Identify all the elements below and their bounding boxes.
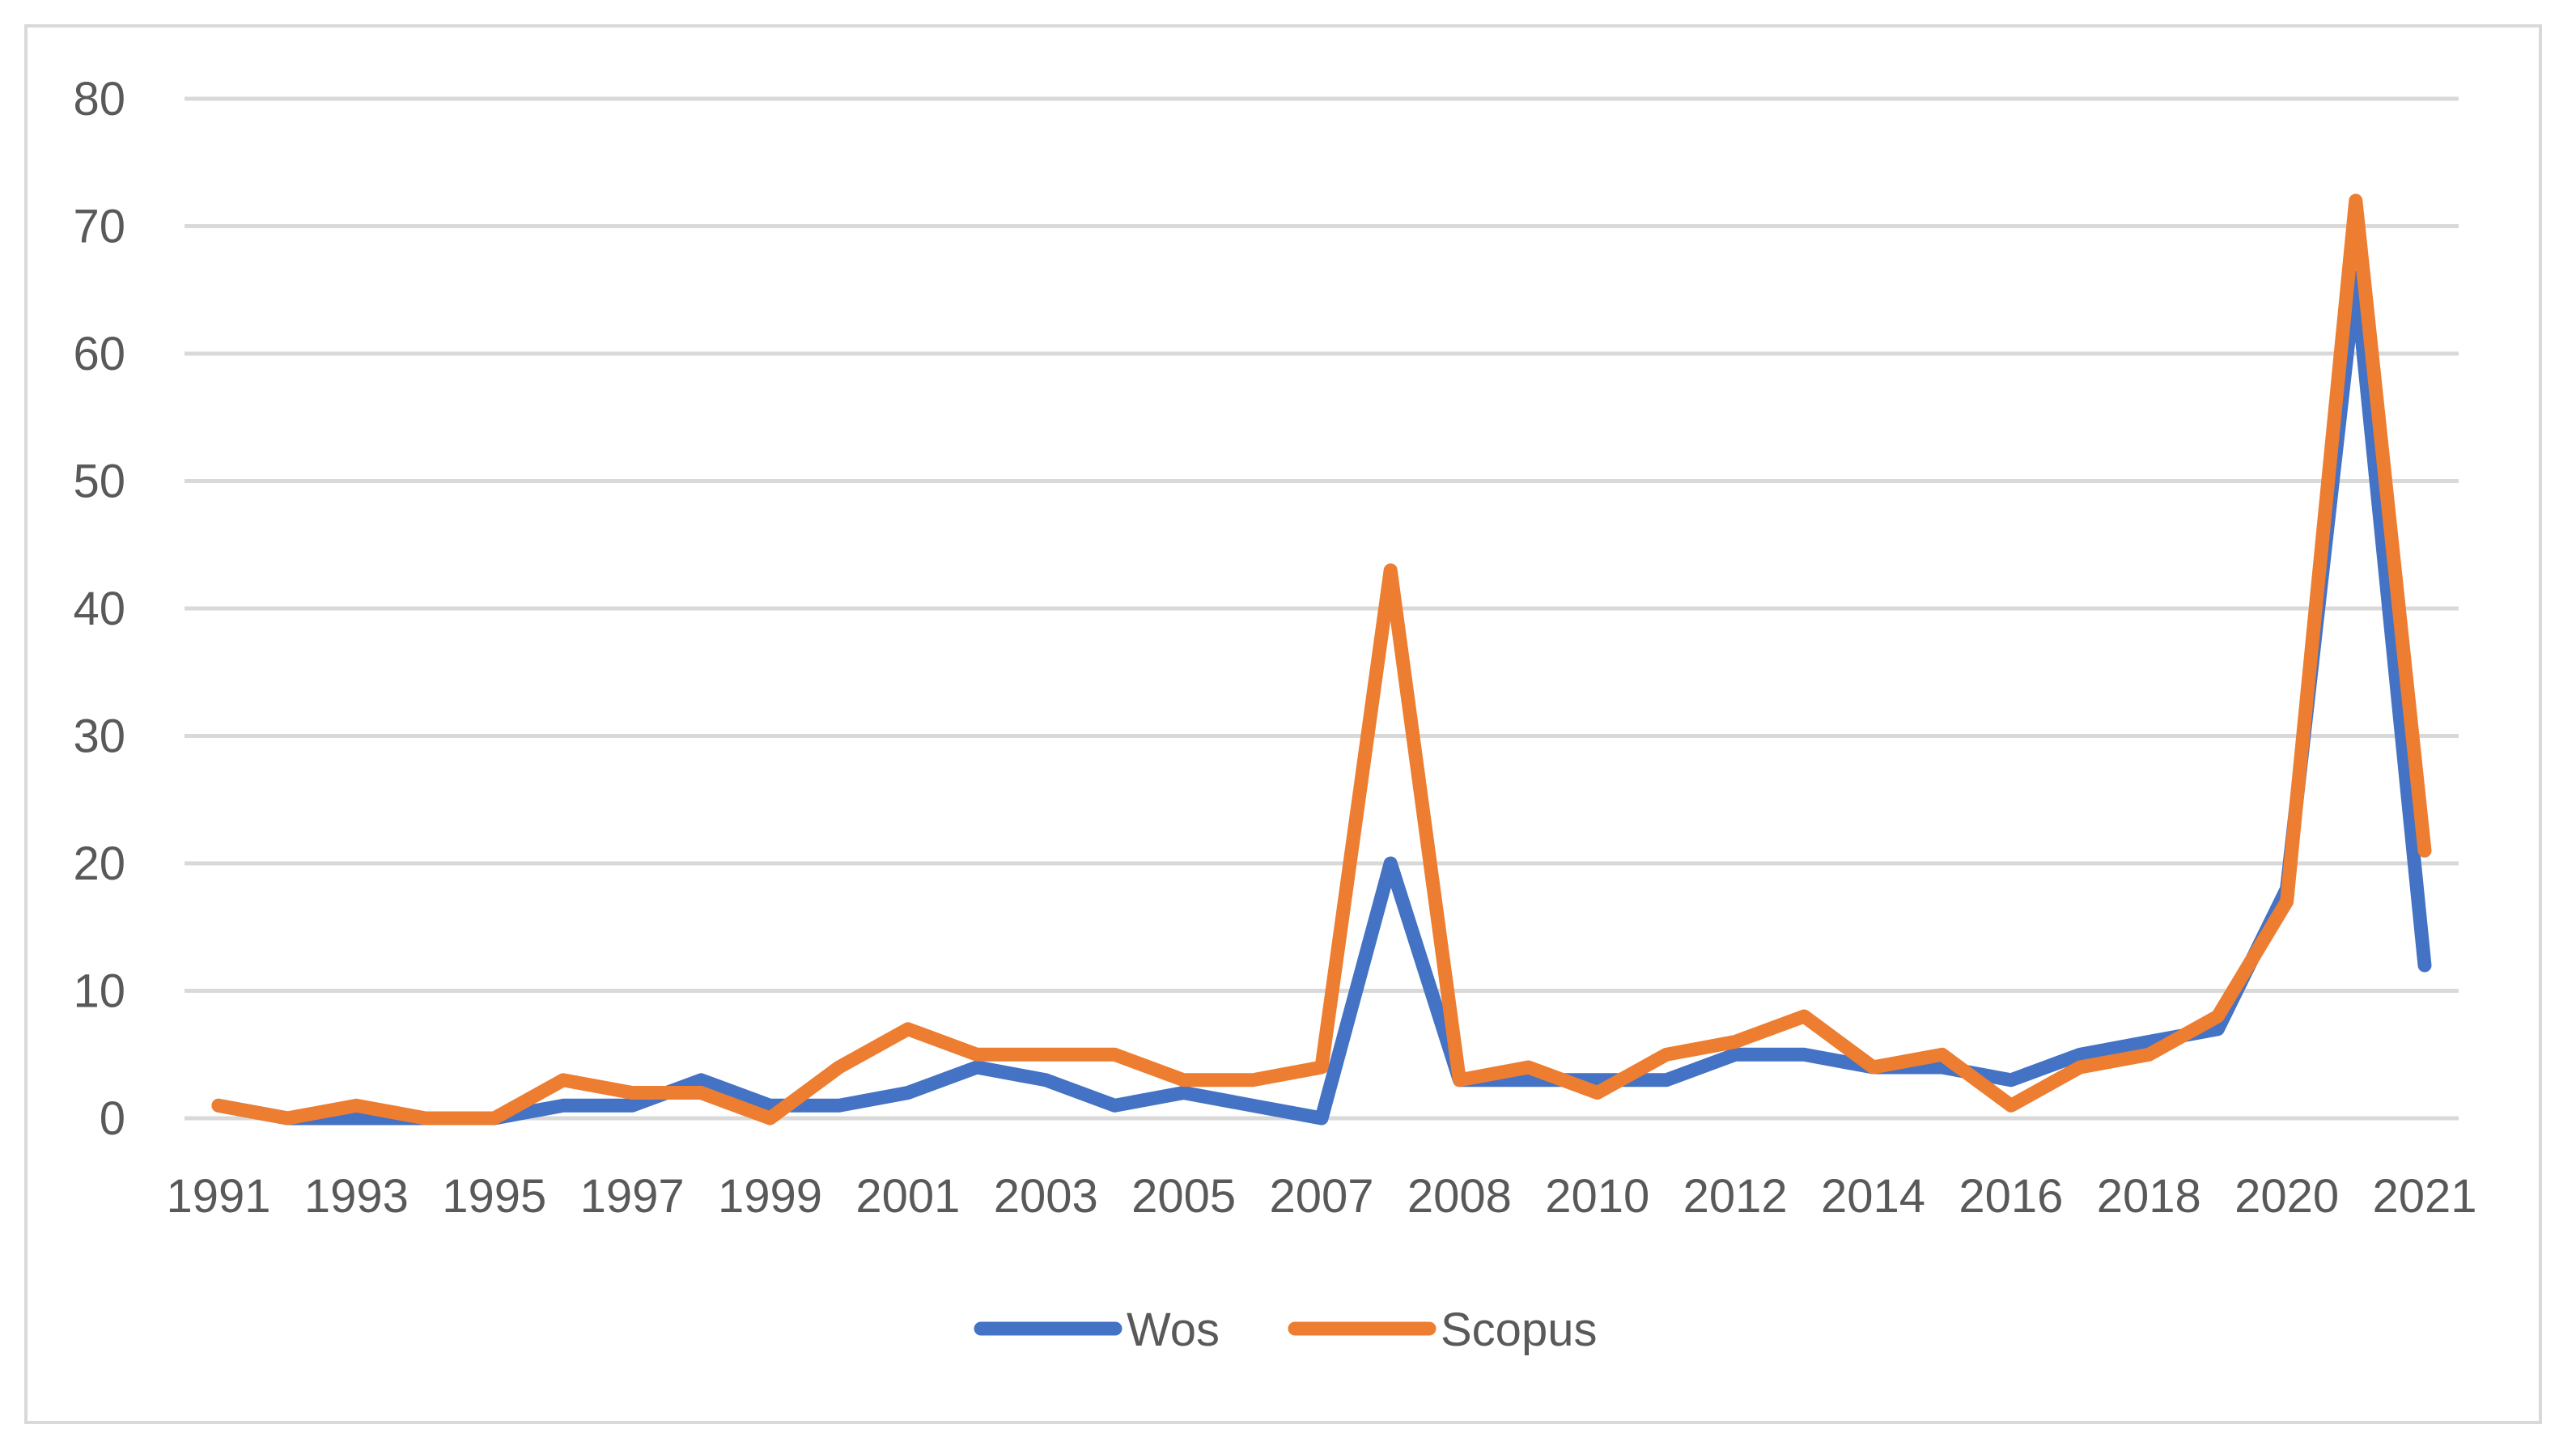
y-tick-label: 10 bbox=[73, 965, 125, 1018]
x-tick-label: 2005 bbox=[1131, 1170, 1236, 1223]
y-axis-tick-labels: 0 10 20 30 40 50 60 70 80 bbox=[73, 73, 125, 1145]
y-tick-label: 20 bbox=[73, 837, 125, 890]
chart-frame bbox=[24, 24, 2542, 1424]
x-tick-label: 2008 bbox=[1407, 1170, 1512, 1223]
legend-item-scopus: Scopus bbox=[1288, 1304, 1597, 1356]
x-tick-label: 1997 bbox=[580, 1170, 685, 1223]
series-lines bbox=[211, 193, 2432, 1126]
x-tick-label: 2001 bbox=[855, 1170, 960, 1223]
x-tick-label: 2003 bbox=[994, 1170, 1098, 1223]
x-tick-label: 2016 bbox=[1959, 1170, 2063, 1223]
x-tick-label: 2018 bbox=[2097, 1170, 2201, 1223]
x-tick-label: 1993 bbox=[304, 1170, 409, 1223]
legend-label-wos: Wos bbox=[1127, 1304, 1220, 1356]
x-tick-label: 1995 bbox=[442, 1170, 546, 1223]
y-tick-label: 0 bbox=[100, 1092, 125, 1145]
y-tick-label: 50 bbox=[73, 456, 125, 508]
x-tick-label: 2021 bbox=[2372, 1170, 2476, 1223]
x-tick-label: 1999 bbox=[718, 1170, 822, 1223]
x-tick-label: 2010 bbox=[1545, 1170, 1649, 1223]
x-tick-label: 2014 bbox=[1821, 1170, 1925, 1223]
legend-label-scopus: Scopus bbox=[1441, 1304, 1597, 1356]
x-tick-label: 2012 bbox=[1683, 1170, 1788, 1223]
y-tick-label: 80 bbox=[73, 73, 125, 125]
x-tick-label: 2007 bbox=[1269, 1170, 1373, 1223]
series-line-scopus bbox=[211, 193, 2432, 1126]
y-tick-label: 40 bbox=[73, 583, 125, 635]
x-tick-label: 2020 bbox=[2234, 1170, 2339, 1223]
x-axis-tick-labels: 1991 1993 1995 1997 1999 2001 2003 2005 2007 2008… bbox=[166, 1170, 2476, 1223]
y-tick-label: 30 bbox=[73, 710, 125, 763]
x-tick-label: 1991 bbox=[166, 1170, 270, 1223]
legend: Wos Scopus bbox=[974, 1304, 1597, 1356]
y-tick-label: 70 bbox=[73, 201, 125, 253]
gridlines bbox=[185, 96, 2459, 1121]
legend-item-wos: Wos bbox=[974, 1304, 1220, 1356]
series-line-wos bbox=[211, 270, 2432, 1126]
y-tick-label: 60 bbox=[73, 328, 125, 380]
